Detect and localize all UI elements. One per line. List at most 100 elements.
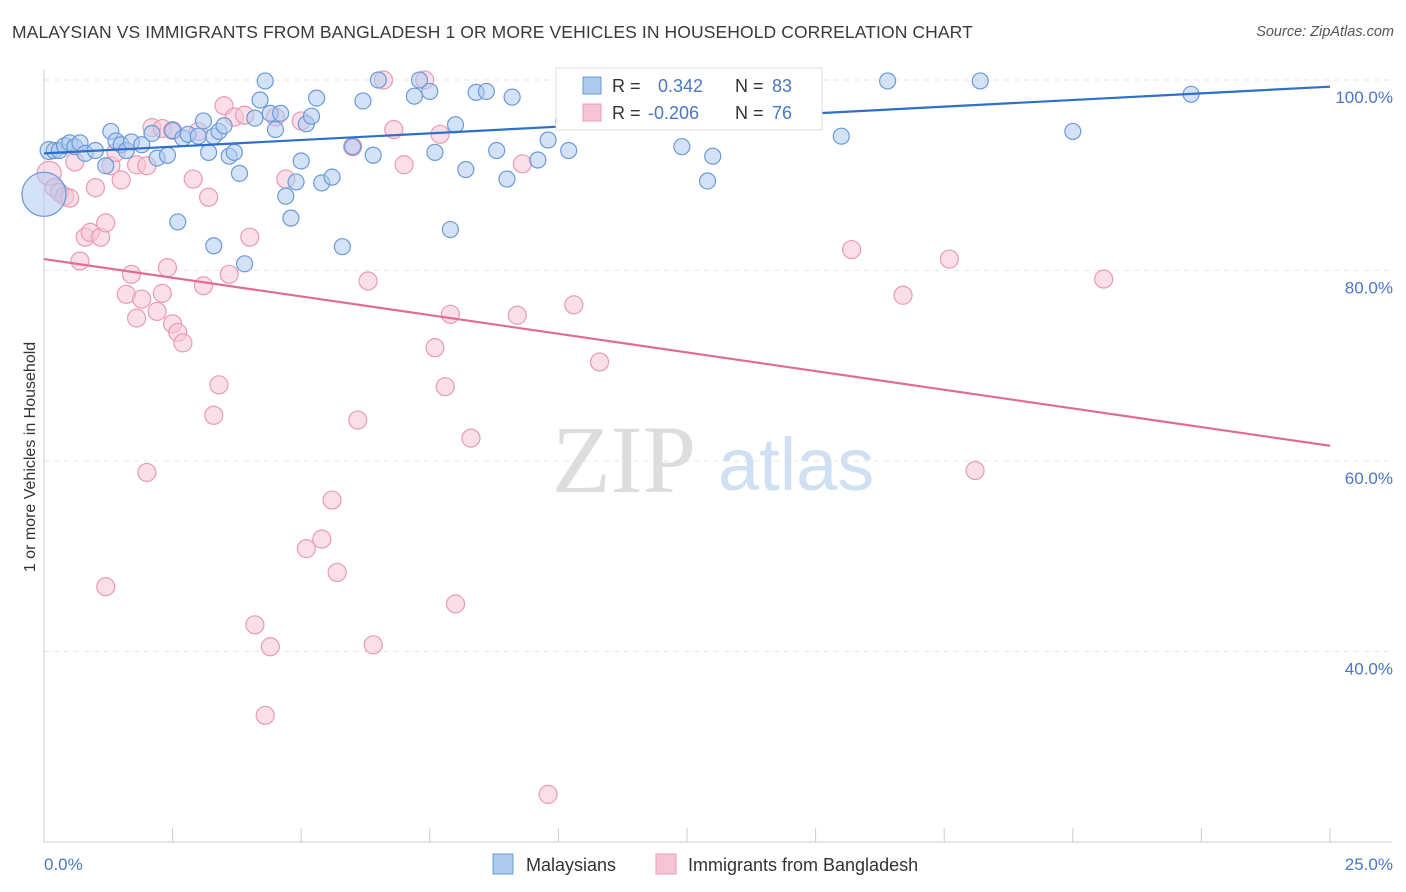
point-malaysians-0 xyxy=(21,171,67,217)
point-bangladesh-32 xyxy=(183,169,203,189)
trend-line-bangladesh xyxy=(43,257,1331,447)
point-bangladesh-70 xyxy=(564,295,584,315)
point-bangladesh-65 xyxy=(445,594,466,614)
point-bangladesh-45 xyxy=(260,637,280,657)
point-malaysians-57 xyxy=(421,82,439,101)
point-malaysians-42 xyxy=(282,209,300,227)
chart-title: MALAYSIAN VS IMMIGRANTS FROM BANGLADESH … xyxy=(12,22,973,42)
legend-r-label-blue: R = xyxy=(612,76,641,96)
source-label: Source: ZipAtlas.com xyxy=(1256,24,1394,40)
point-malaysians-39 xyxy=(266,120,285,139)
point-bangladesh-55 xyxy=(358,271,378,291)
point-bangladesh-35 xyxy=(199,187,219,207)
point-malaysians-43 xyxy=(287,173,305,191)
point-malaysians-59 xyxy=(441,220,459,239)
point-malaysians-68 xyxy=(539,131,557,149)
point-bangladesh-59 xyxy=(394,155,414,175)
legend-swatch-pink xyxy=(582,103,602,122)
legend-n-label-pink: N = xyxy=(735,103,764,123)
point-bangladesh-20 xyxy=(132,289,152,309)
bottom-legend-swatch-pink xyxy=(655,853,677,875)
point-bangladesh-31 xyxy=(173,333,193,353)
legend-n-value-pink: 76 xyxy=(772,103,792,123)
y-tick-label-3: 100.0% xyxy=(1335,88,1393,107)
legend-r-value-blue: 0.342 xyxy=(658,76,703,96)
point-malaysians-36 xyxy=(251,91,269,109)
point-bangladesh-17 xyxy=(121,264,142,284)
point-malaysians-63 xyxy=(477,82,495,101)
point-bangladesh-24 xyxy=(147,301,167,322)
point-bangladesh-37 xyxy=(209,375,229,395)
point-bangladesh-52 xyxy=(327,562,347,583)
point-malaysians-52 xyxy=(354,92,372,110)
x-tick-label-min: 0.0% xyxy=(44,855,83,874)
y-tick-label-2: 80.0% xyxy=(1345,279,1393,298)
point-bangladesh-69 xyxy=(538,784,558,804)
point-bangladesh-42 xyxy=(240,227,260,247)
point-bangladesh-39 xyxy=(219,264,239,284)
point-bangladesh-44 xyxy=(255,705,275,725)
point-malaysians-19 xyxy=(158,146,177,164)
point-malaysians-37 xyxy=(256,72,274,90)
point-malaysians-30 xyxy=(215,117,233,135)
point-malaysians-10 xyxy=(97,157,115,175)
legend-r-label-pink: R = xyxy=(612,103,641,123)
legend-r-value-pink: -0.206 xyxy=(648,103,699,123)
point-bangladesh-71 xyxy=(589,352,610,372)
point-malaysians-32 xyxy=(225,143,243,161)
point-malaysians-78 xyxy=(879,72,897,90)
point-malaysians-35 xyxy=(246,109,264,127)
point-bangladesh-19 xyxy=(126,308,147,328)
point-bangladesh-22 xyxy=(137,462,157,483)
point-malaysians-40 xyxy=(272,104,290,122)
y-tick-label-0: 40.0% xyxy=(1345,660,1393,679)
point-bangladesh-36 xyxy=(204,405,224,425)
point-bangladesh-64 xyxy=(440,304,460,324)
point-bangladesh-76 xyxy=(1094,269,1114,289)
point-malaysians-44 xyxy=(292,152,310,170)
point-malaysians-27 xyxy=(205,237,223,255)
point-malaysians-55 xyxy=(405,87,423,105)
point-malaysians-61 xyxy=(457,160,475,179)
point-malaysians-49 xyxy=(323,168,341,186)
point-bangladesh-66 xyxy=(461,428,481,448)
point-malaysians-64 xyxy=(488,141,506,160)
x-tick-label-max: 25.0% xyxy=(1345,855,1393,874)
point-malaysians-60 xyxy=(446,116,465,134)
point-bangladesh-75 xyxy=(965,460,985,481)
point-malaysians-21 xyxy=(169,213,187,231)
point-malaysians-73 xyxy=(673,138,691,156)
legend-n-label-blue: N = xyxy=(735,76,764,96)
point-malaysians-50 xyxy=(333,238,351,256)
point-bangladesh-6 xyxy=(70,251,90,271)
y-tick-label-1: 60.0% xyxy=(1345,469,1393,488)
point-bangladesh-43 xyxy=(245,615,265,635)
watermark-atlas: atlas xyxy=(718,423,874,506)
top-legend: R = 0.342 N = 83 R = -0.206 N = 76 xyxy=(555,67,823,131)
legend-n-value-blue: 83 xyxy=(772,76,792,96)
point-bangladesh-12 xyxy=(96,577,116,597)
point-malaysians-25 xyxy=(194,112,213,130)
point-malaysians-26 xyxy=(200,143,218,161)
point-bangladesh-50 xyxy=(312,529,332,549)
point-malaysians-75 xyxy=(704,147,722,165)
point-malaysians-79 xyxy=(971,72,989,90)
point-malaysians-80 xyxy=(1064,122,1082,141)
watermark-zip: ZIP xyxy=(552,406,696,513)
point-bangladesh-68 xyxy=(512,154,532,174)
point-malaysians-58 xyxy=(426,143,444,161)
point-malaysians-41 xyxy=(277,187,295,205)
point-malaysians-34 xyxy=(236,255,254,273)
point-bangladesh-9 xyxy=(85,178,106,198)
point-malaysians-53 xyxy=(364,146,382,164)
point-malaysians-51 xyxy=(344,138,362,156)
point-bangladesh-67 xyxy=(507,305,527,325)
grid xyxy=(44,79,1392,652)
point-bangladesh-56 xyxy=(363,635,383,655)
legend-swatch-blue xyxy=(582,76,602,95)
point-bangladesh-11 xyxy=(96,213,116,233)
point-bangladesh-73 xyxy=(893,285,913,305)
point-bangladesh-74 xyxy=(939,249,959,269)
y-tick-labels: 40.0% 60.0% 80.0% 100.0% xyxy=(1335,88,1393,679)
point-malaysians-17 xyxy=(143,124,161,142)
